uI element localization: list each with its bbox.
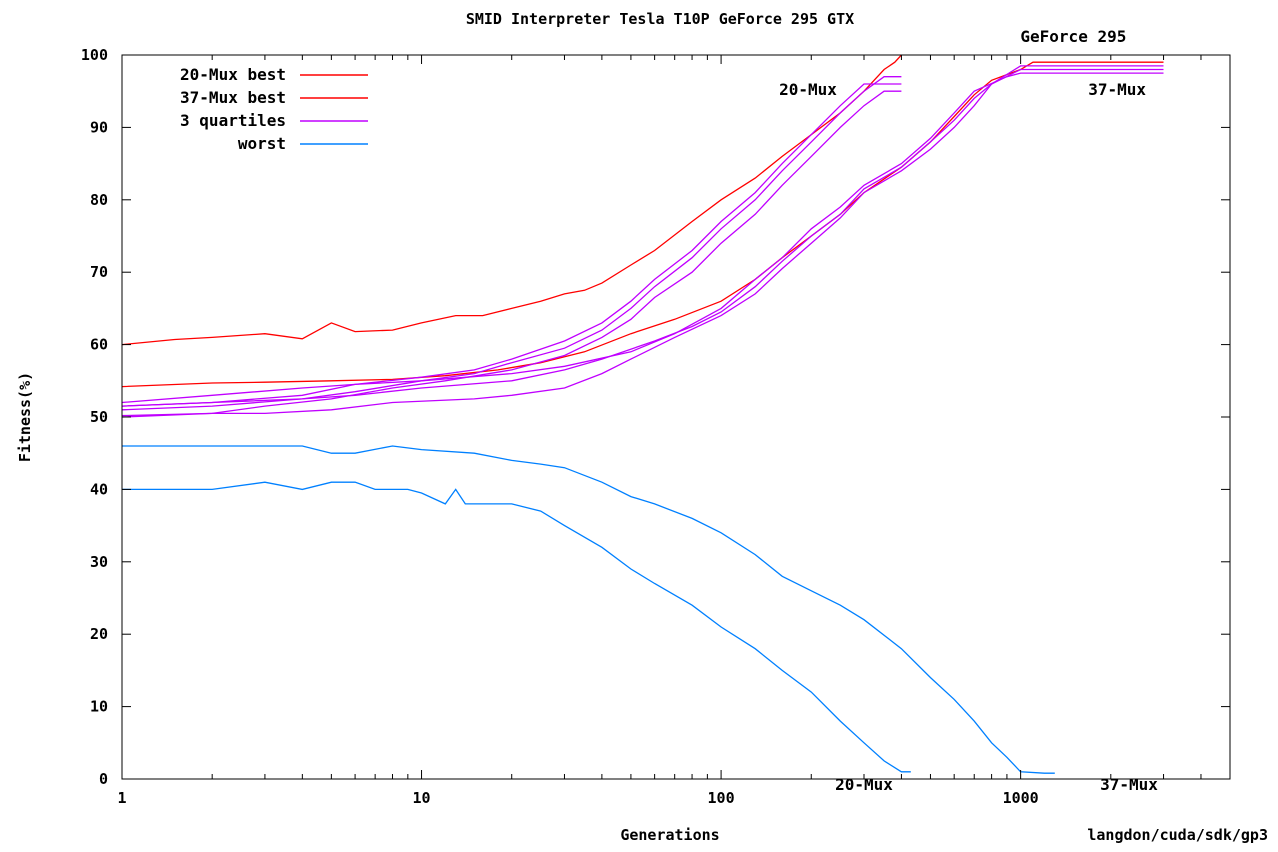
series-line-20-mux-worst-9 xyxy=(122,481,911,773)
series-line-37-mux-quartiles-5 xyxy=(121,65,1164,417)
y-tick-label: 60 xyxy=(90,336,108,354)
footer-credit: langdon/cuda/sdk/gp3 xyxy=(1087,826,1268,844)
legend: 20-Mux best 37-Mux best 3 quartiles worst xyxy=(180,65,368,153)
series-line-20-mux-quartiles-3 xyxy=(121,83,902,407)
y-tick-label: 50 xyxy=(90,408,108,426)
y-tick-label: 40 xyxy=(90,480,108,498)
series-line-37-mux-worst-8 xyxy=(122,445,1055,774)
annotation-37-mux-2: 37-Mux xyxy=(1088,80,1146,99)
plot-frame xyxy=(121,54,1231,780)
legend-label-worst: worst xyxy=(238,134,286,153)
series-layer xyxy=(121,54,1164,774)
legend-label-3-quartiles: 3 quartiles xyxy=(180,111,286,130)
series-line-37-mux-quartiles-7 xyxy=(121,72,1164,404)
x-axis-label: Generations xyxy=(620,826,719,844)
annotation-20-mux-1: 20-Mux xyxy=(779,80,837,99)
y-tick-label: 80 xyxy=(90,191,108,209)
y-tick-label: 10 xyxy=(90,698,108,716)
y-tick-label: 30 xyxy=(90,553,108,571)
y-tick-label: 90 xyxy=(90,118,108,136)
legend-label-20-mux-best: 20-Mux best xyxy=(180,65,286,84)
series-line-20-mux-quartiles-2 xyxy=(121,76,902,411)
annotation-20-mux-3: 20-Mux xyxy=(835,775,893,794)
x-tick-label: 10 xyxy=(413,789,431,807)
y-tick-label: 70 xyxy=(90,263,108,281)
series-line-20-mux-best-0 xyxy=(121,54,902,346)
x-tick-label: 1 xyxy=(117,789,126,807)
x-tick-label: 1000 xyxy=(1003,789,1039,807)
y-tick-label: 100 xyxy=(81,46,108,64)
x-tick-label: 100 xyxy=(708,789,735,807)
annotation-37-mux-4: 37-Mux xyxy=(1100,775,1158,794)
annotation-geforce-295-0: GeForce 295 xyxy=(1020,27,1126,46)
y-axis-label: Fitness(%) xyxy=(16,372,34,462)
y-tick-label: 0 xyxy=(99,770,108,788)
y-tick-label: 20 xyxy=(90,625,108,643)
series-line-20-mux-quartiles-4 xyxy=(121,90,902,418)
series-line-37-mux-quartiles-6 xyxy=(121,68,1164,407)
annotations-layer: GeForce 295 20-Mux 37-Mux 20-Mux 37-Mux xyxy=(779,27,1158,794)
legend-label-37-mux-best: 37-Mux best xyxy=(180,88,286,107)
chart-title: SMID Interpreter Tesla T10P GeForce 295 … xyxy=(466,10,854,28)
